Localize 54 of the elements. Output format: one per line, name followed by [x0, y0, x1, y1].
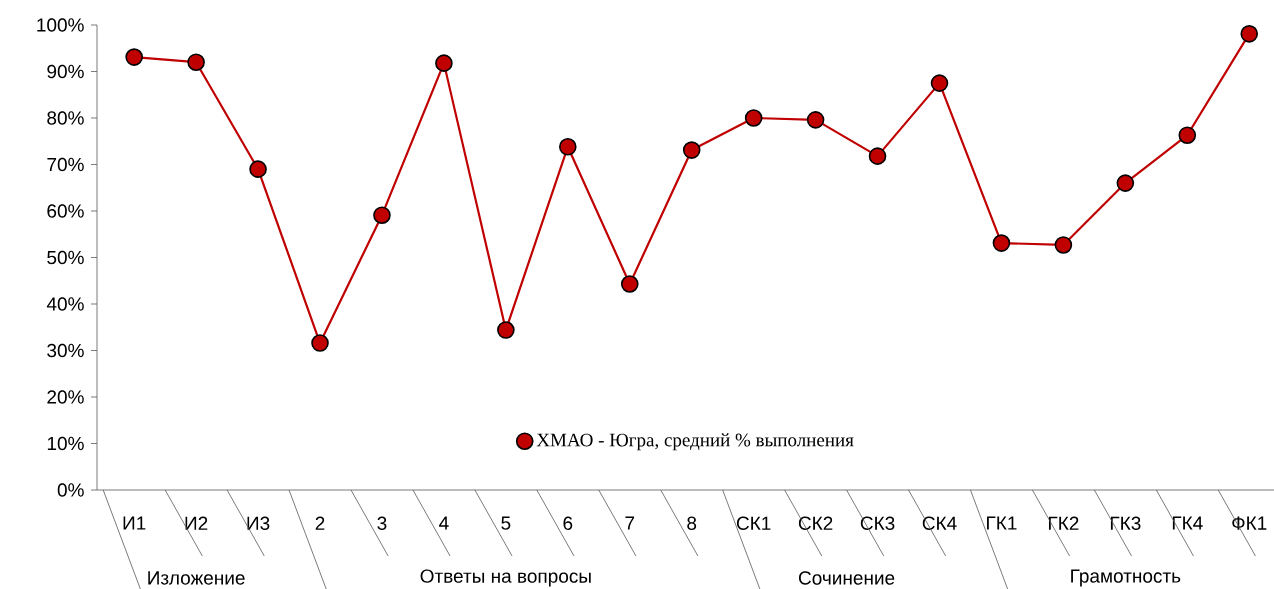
- y-tick-label: 100%: [37, 18, 84, 32]
- y-tick-label: 90%: [47, 64, 84, 79]
- x-tick-label: СК4: [922, 516, 957, 530]
- point: [992, 234, 1011, 252]
- text: Ответы на вопросы: [420, 569, 591, 587]
- x-tick-label: СК1: [736, 516, 771, 530]
- point: [311, 334, 329, 352]
- y-tick-label: 30%: [47, 343, 84, 358]
- point: [744, 109, 763, 127]
- point: [1116, 174, 1135, 192]
- y-tick-label: 50%: [47, 250, 84, 265]
- text: Грамотность: [1071, 569, 1181, 587]
- point: [249, 160, 267, 178]
- point: [868, 147, 887, 165]
- point: [930, 74, 949, 92]
- x-tick-label: 8: [687, 516, 697, 530]
- y-tick-label: 0%: [57, 483, 84, 497]
- y-tick-label: 70%: [47, 157, 84, 172]
- point: [497, 321, 515, 339]
- x-tick-label: 5: [501, 516, 511, 530]
- y-tick-label: 40%: [46, 297, 84, 311]
- x-tick-label: 4: [439, 516, 449, 530]
- x-tick-label: 3: [377, 516, 387, 530]
- x-tick-label: ГК4: [1172, 516, 1203, 530]
- y-tick-label: 60%: [47, 204, 84, 218]
- point: [373, 206, 391, 224]
- point: [1240, 25, 1259, 43]
- point: [806, 111, 825, 129]
- x-tick-label: И2: [185, 516, 208, 530]
- x-tick-label: ГК2: [1048, 516, 1079, 530]
- x-tick-label: СК2: [798, 516, 833, 530]
- text: Изложение: [148, 571, 245, 585]
- point: [1054, 236, 1073, 254]
- y-tick-label: 20%: [47, 390, 84, 404]
- x-tick-label: СК3: [860, 516, 895, 530]
- x-tick-label: И1: [123, 516, 146, 530]
- point: [682, 141, 701, 159]
- x-tick-label: 2: [315, 516, 325, 530]
- x-tick-label: ГК1: [987, 516, 1017, 530]
- x-tick-label: 7: [625, 516, 635, 530]
- point: [125, 48, 143, 66]
- point: [187, 53, 205, 71]
- text: Сочинение: [798, 571, 895, 585]
- y-tick-label: 10%: [47, 436, 84, 451]
- point: [1178, 126, 1197, 144]
- legend-label: ХМАО - Югра, средний % выполнения: [536, 433, 854, 451]
- x-tick-label: ГК3: [1110, 516, 1141, 530]
- point: [435, 54, 453, 72]
- x-tick-label: ФК1: [1232, 516, 1267, 530]
- point: [559, 138, 577, 156]
- point: [620, 275, 639, 293]
- y-tick-label: 80%: [47, 111, 84, 125]
- x-tick-label: 6: [563, 516, 573, 530]
- x-tick-label: И3: [247, 516, 270, 530]
